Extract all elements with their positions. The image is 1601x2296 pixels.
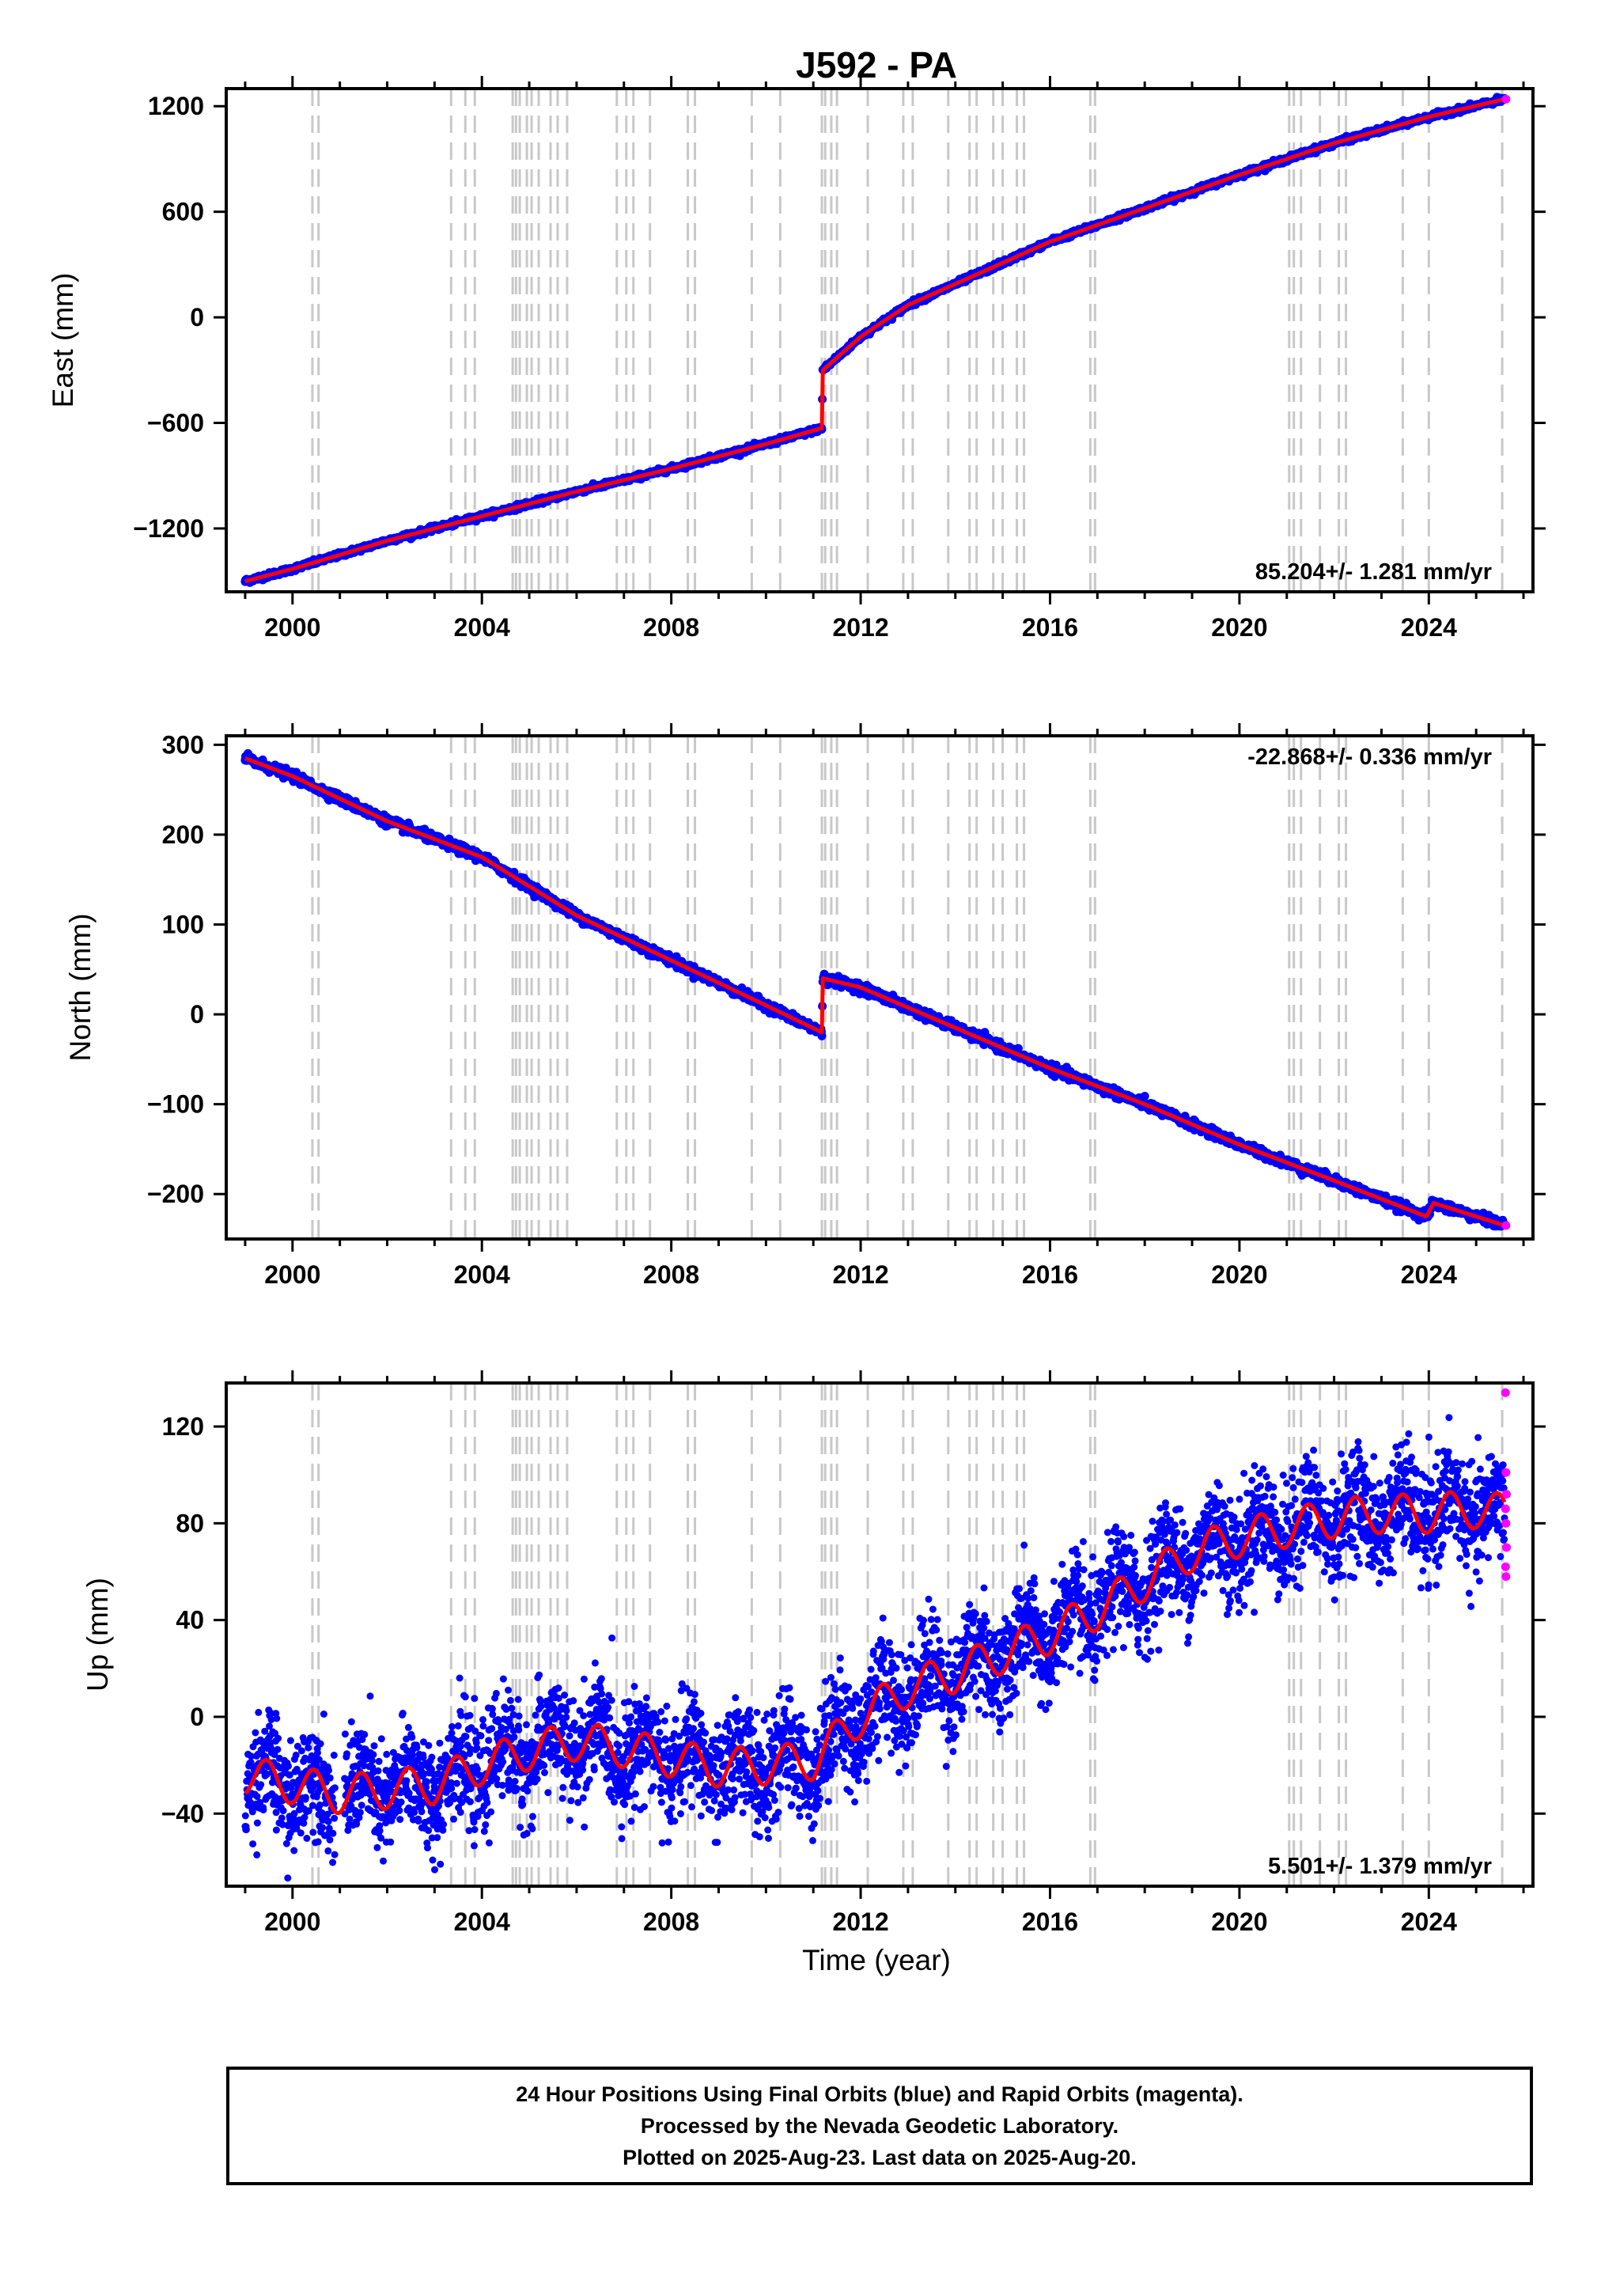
figure-title: J592 - PA (796, 44, 957, 85)
plot-area-north (240, 736, 1509, 1239)
panels: 2000 2004 2008 2012 2016 2020 2024 −1200 −600 0 60… (47, 76, 1546, 1936)
y-tick-label: 600 (162, 198, 204, 226)
x-tick-label: 2024 (1401, 613, 1457, 642)
model-fit-line-east (244, 97, 1506, 584)
final-orbit-points-east (240, 93, 1509, 587)
panel-east: 2000 2004 2008 2012 2016 2020 2024 −1200 −600 0 60… (47, 76, 1546, 642)
x-tick-label: 2020 (1211, 613, 1267, 642)
x-tick-label: 2004 (454, 613, 510, 642)
y-tick-label: −1200 (133, 514, 204, 543)
final-orbit-points-north (240, 748, 1509, 1231)
y-tick-label: 0 (190, 303, 204, 332)
plot-area-east (240, 89, 1509, 592)
rapid-orbit-point (1501, 94, 1511, 104)
x-tick-label: 2000 (264, 613, 320, 642)
data-point (1140, 1092, 1149, 1101)
y-axis-label-east: East (mm) (47, 273, 79, 408)
panel-frame-east (225, 87, 1535, 593)
y-tick-label: 1200 (148, 92, 204, 120)
panel-north: 2000 2004 2008 2012 2016 2020 2024−200−1000100… (64, 723, 1546, 1289)
rate-label-east: 85.204+/- 1.281 mm/yr (1255, 559, 1492, 585)
x-tick-label: 2016 (1022, 613, 1078, 642)
y-tick-label: −600 (147, 409, 204, 438)
x-tick-label: 2008 (643, 613, 699, 642)
x-tick-label: 2012 (832, 613, 888, 642)
